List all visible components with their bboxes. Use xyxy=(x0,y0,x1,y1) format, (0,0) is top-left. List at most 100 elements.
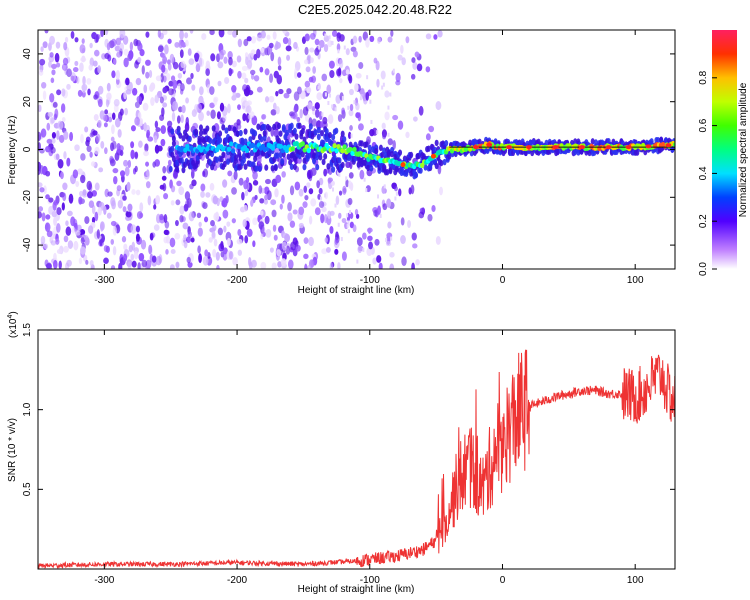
heatmap-cell xyxy=(407,219,411,228)
heatmap-cell xyxy=(183,240,188,249)
heatmap-cell xyxy=(243,163,248,170)
heatmap-cell xyxy=(355,72,362,79)
heatmap-cell xyxy=(418,105,424,116)
colorbar-tick-label: 0.0 xyxy=(698,262,709,276)
heatmap-cell xyxy=(334,107,337,112)
heatmap-cell xyxy=(48,205,54,215)
heatmap-cell xyxy=(191,179,197,187)
heatmap-cell xyxy=(336,32,342,39)
heatmap-cell xyxy=(66,68,72,78)
heatmap-cell xyxy=(340,237,343,242)
heatmap-cell xyxy=(187,135,192,143)
heatmap-cell xyxy=(329,69,335,79)
heatmap-cell xyxy=(93,113,99,121)
heatmap-cell xyxy=(210,53,216,62)
heatmap-cell xyxy=(625,145,632,150)
heatmap-cell xyxy=(39,147,45,154)
heatmap-cell xyxy=(217,61,224,69)
heatmap-cell xyxy=(100,140,105,149)
heatmap-cell xyxy=(116,51,122,58)
heatmap-cell xyxy=(232,30,238,38)
heatmap-cell xyxy=(294,133,299,140)
heatmap-cell xyxy=(157,45,164,53)
heatmap-cell xyxy=(117,128,122,138)
heatmap-cell xyxy=(427,213,433,222)
heatmap-cell xyxy=(121,236,127,243)
heatmap-cell xyxy=(163,214,168,224)
heatmap-cell xyxy=(320,213,325,224)
heatmap-cell xyxy=(377,36,381,44)
heatmap-cell xyxy=(321,248,328,255)
heatmap-cell xyxy=(380,70,386,80)
heatmap-cell xyxy=(395,72,401,83)
heatmap-cell xyxy=(323,153,328,160)
heatmap-cell xyxy=(306,86,312,94)
heatmap-cell xyxy=(439,186,443,196)
heatmap-cell xyxy=(515,149,520,156)
heatmap-cell xyxy=(324,193,327,198)
heatmap-cell xyxy=(384,90,390,98)
y-scale-exponent: 4 xyxy=(7,315,14,319)
heatmap-cell xyxy=(138,140,143,148)
heatmap-cell xyxy=(243,128,248,135)
heatmap-cell xyxy=(334,148,339,154)
heatmap-cell xyxy=(186,256,191,264)
heatmap-cell xyxy=(312,66,317,74)
heatmap-cell xyxy=(593,139,598,146)
heatmap-cell xyxy=(127,261,132,269)
heatmap-cell xyxy=(300,151,305,158)
heatmap-cell xyxy=(177,72,183,79)
heatmap-cell xyxy=(175,220,179,227)
heatmap-cell xyxy=(127,159,132,168)
heatmap-cell xyxy=(78,257,83,265)
heatmap-cell xyxy=(277,65,282,71)
heatmap-cell xyxy=(124,107,129,116)
snr-panel: -300 -200 -100 0 100 0.5 1.0 1.5 Height of str… xyxy=(7,311,676,595)
heatmap-cell xyxy=(134,101,140,109)
heatmap-cell xyxy=(143,122,147,132)
heatmap-cell xyxy=(131,241,136,251)
heatmap-cell xyxy=(228,141,234,147)
bottom-y-tick-label: 1.5 xyxy=(22,323,33,337)
heatmap-cell xyxy=(175,261,180,269)
heatmap-cell xyxy=(86,145,92,153)
heatmap-cell xyxy=(390,150,395,158)
heatmap-cell xyxy=(104,30,109,36)
heatmap-cell xyxy=(106,42,111,51)
heatmap-cell xyxy=(645,144,652,149)
heatmap-cell xyxy=(334,203,337,208)
heatmap-cell xyxy=(44,30,49,34)
heatmap-cell xyxy=(228,56,233,66)
heatmap-cell xyxy=(181,104,186,114)
heatmap-cell xyxy=(232,257,238,266)
heatmap-cell xyxy=(266,34,271,40)
heatmap-cell xyxy=(306,264,312,269)
heatmap-cell xyxy=(111,112,116,120)
heatmap-cell xyxy=(405,131,410,139)
heatmap-cell xyxy=(139,202,144,213)
heatmap-cell xyxy=(172,100,178,111)
heatmap-cell xyxy=(299,133,304,140)
bottom-y-scale-label: (x104) xyxy=(7,311,19,338)
heatmap-cell xyxy=(296,116,301,123)
heatmap-cell xyxy=(206,110,211,116)
heatmap-cell xyxy=(103,245,109,253)
heatmap-cell xyxy=(298,188,304,197)
heatmap-cell xyxy=(213,238,218,247)
heatmap-cell xyxy=(293,105,298,114)
heatmap-cell xyxy=(170,248,176,255)
y-scale-prefix: (x10 xyxy=(8,318,19,338)
heatmap-cell xyxy=(237,228,242,237)
heatmap-cell xyxy=(222,114,227,122)
heatmap-cell xyxy=(195,63,201,73)
heatmap-cell xyxy=(320,196,323,201)
heatmap-cell xyxy=(85,139,90,147)
heatmap-cell xyxy=(292,209,298,215)
heatmap-cell xyxy=(425,66,431,73)
heatmap-cell xyxy=(442,158,447,166)
heatmap-cell xyxy=(213,98,218,106)
heatmap-cell xyxy=(370,119,373,124)
heatmap-cell xyxy=(155,255,162,266)
heatmap-cell xyxy=(188,58,195,65)
heatmap-cell xyxy=(349,88,354,96)
